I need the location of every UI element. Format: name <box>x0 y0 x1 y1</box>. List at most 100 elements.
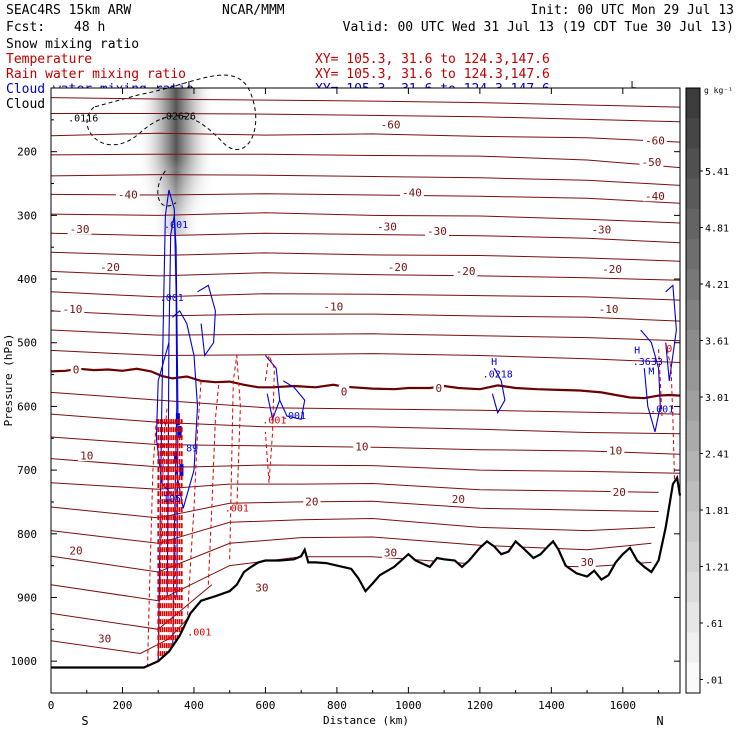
colorbar-segment <box>686 572 700 603</box>
isotherm-line <box>50 153 681 169</box>
isotherm-label-bg <box>400 186 424 199</box>
cloud-label: .001 <box>650 405 674 416</box>
isotherm-label-bg <box>607 444 625 456</box>
rain-label: 0 <box>666 344 672 355</box>
isotherm-label: 30 <box>580 556 593 569</box>
y-tick-label: 300 <box>17 209 37 222</box>
isotherm-label: -30 <box>70 223 90 236</box>
header: SEAC4RS 15km ARW NCAR/MMM Init: 00 UTC M… <box>6 3 734 35</box>
isotherm-label-bg <box>67 222 92 235</box>
cloud-water-contour <box>279 380 306 420</box>
colorbar-segment <box>686 420 700 452</box>
isotherm-line <box>50 291 681 301</box>
colorbar-segment <box>686 88 700 119</box>
valid-time: Valid: 00 UTC Wed 31 Jul 13 (19 CDT Tue … <box>343 20 734 35</box>
cloud-water-contour <box>157 189 178 662</box>
colorbar-label: 5.41 <box>705 167 729 178</box>
cloud-water-contour <box>172 310 199 509</box>
cloud-label: .105 <box>157 494 181 505</box>
isotherm-label: 10 <box>609 445 622 458</box>
rain-contour <box>658 349 663 420</box>
isotherm-label: 10 <box>80 450 93 463</box>
isotherm-label-bg <box>353 440 371 453</box>
isotherm-label-bg <box>589 223 614 236</box>
colorbar-segment <box>686 451 700 482</box>
y-tick-label: 900 <box>17 591 37 604</box>
isotherm-line <box>50 349 681 363</box>
colorbar-segment <box>686 360 700 391</box>
isotherm-line <box>50 97 681 108</box>
x-tick-label: 1200 <box>467 699 494 712</box>
isotherm-line <box>50 251 681 262</box>
cloud-label: .001 <box>282 411 306 422</box>
colorbar-segment <box>686 481 700 512</box>
isotherm-label: 30 <box>98 632 111 645</box>
cloud-label: .001 <box>160 293 184 304</box>
isotherm-label-bg <box>425 224 449 237</box>
isotherm-label: -30 <box>427 225 447 238</box>
cloud-label: .0218 <box>483 370 513 381</box>
fcst-value: 48 h <box>74 20 105 35</box>
isotherm-label: 20 <box>452 493 465 506</box>
cloud-label: H <box>491 357 497 368</box>
field-xy: XY= 105.3, 31.6 to 124.3,147.6 <box>315 52 550 67</box>
north-end-label: N <box>656 714 663 728</box>
colorbar-label: 1.81 <box>705 506 729 517</box>
isotherm-label-bg <box>96 631 114 644</box>
isotherm-label: 30 <box>384 546 397 559</box>
rain-label: .001 <box>262 415 286 426</box>
cloud-ice-contour <box>86 74 257 150</box>
rain-contour <box>264 353 275 483</box>
plot-frame <box>50 87 681 694</box>
isotherm-label: 30 <box>255 581 268 594</box>
rain-label: .001 <box>225 503 249 514</box>
isotherm-line <box>51 113 681 123</box>
colorbar-segment <box>686 299 700 331</box>
isotherm-label-bg <box>321 300 346 313</box>
isotherm-label: -20 <box>100 261 120 274</box>
colorbar-segment <box>686 602 700 633</box>
isotherm-label-bg <box>70 363 82 376</box>
y-tick-label: 600 <box>17 400 37 413</box>
axes: 0 200 400 600 800 1000 1200 1400 160020030040050… <box>11 88 680 712</box>
x-tick-label: 1600 <box>610 699 637 712</box>
cloud-water-contour <box>665 284 677 381</box>
isotherm-line <box>50 458 681 474</box>
isotherm-label-bg <box>433 381 445 394</box>
x-tick-label: 1400 <box>538 699 565 712</box>
isotherm-label: -50 <box>641 156 661 169</box>
isotherm-line <box>50 310 681 322</box>
colorbar-segment <box>686 541 700 573</box>
isotherm-line <box>50 536 652 573</box>
fcst-label: Fcst: <box>6 20 45 35</box>
isotherm-line <box>50 391 681 415</box>
isotherm-label: -30 <box>591 224 611 237</box>
isotherm-label: -20 <box>456 265 476 278</box>
isotherm-label-bg <box>338 384 350 397</box>
isotherm-label-bg <box>610 485 628 498</box>
field-name: Snow mixing ratio <box>6 37 139 52</box>
isotherm-label-bg <box>578 555 596 568</box>
isotherm-line <box>50 193 681 204</box>
isotherm-line <box>50 517 656 544</box>
isotherm-label-bg <box>115 187 140 200</box>
colorbar-label: .61 <box>705 619 723 630</box>
isotherm-label-bg <box>98 260 122 273</box>
y-tick-label: 200 <box>17 146 37 159</box>
isotherm-line <box>50 232 681 244</box>
colorbar-segment <box>686 178 700 210</box>
isotherm-label-bg <box>303 494 321 507</box>
isotherm-label: -30 <box>377 220 397 233</box>
rain-contour <box>147 419 157 668</box>
rain-label: .001 <box>187 628 211 639</box>
init-time: Init: 00 UTC Mon 29 Jul 13 <box>531 3 735 18</box>
y-tick-label: 700 <box>17 464 37 477</box>
y-tick-label: 800 <box>17 528 37 541</box>
isotherm-line <box>50 603 202 655</box>
isotherm-label: 0 <box>73 364 80 377</box>
colorbar-segment <box>686 269 700 301</box>
colorbar-segment <box>686 209 700 240</box>
isotherm-label: 0 <box>435 382 442 395</box>
x-tick-label: 800 <box>327 699 347 712</box>
